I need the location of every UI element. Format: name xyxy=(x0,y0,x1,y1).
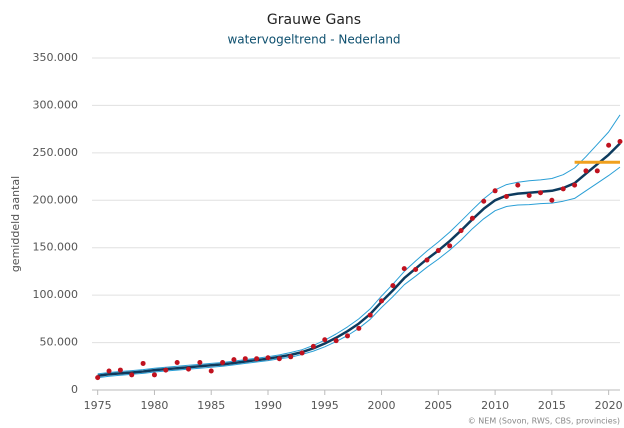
data-point xyxy=(435,248,441,254)
data-point xyxy=(231,357,237,363)
data-point xyxy=(322,337,328,343)
data-point xyxy=(469,215,475,221)
y-tick-label: 350.000 xyxy=(33,51,79,64)
data-point xyxy=(186,366,192,372)
data-point xyxy=(606,142,612,148)
data-point xyxy=(265,355,271,361)
x-tick-label: 1975 xyxy=(84,399,112,412)
data-point xyxy=(458,228,464,234)
data-point xyxy=(447,243,453,249)
x-tick-label: 2005 xyxy=(424,399,452,412)
data-point xyxy=(549,197,555,203)
data-point xyxy=(492,188,498,194)
data-point xyxy=(276,356,282,362)
data-point xyxy=(288,354,294,360)
data-point xyxy=(583,168,589,174)
data-point xyxy=(208,368,214,374)
data-point xyxy=(367,312,373,318)
y-tick-label: 100.000 xyxy=(33,288,79,301)
data-point xyxy=(503,193,509,199)
data-point xyxy=(220,359,226,365)
y-tick-label: 300.000 xyxy=(33,98,79,111)
trend-line xyxy=(97,166,621,379)
data-point xyxy=(242,356,248,362)
y-tick-label: 200.000 xyxy=(33,193,79,206)
data-point xyxy=(151,372,157,378)
data-point xyxy=(413,267,419,273)
x-tick-label: 2010 xyxy=(481,399,509,412)
y-tick-label: 50.000 xyxy=(40,336,79,349)
data-point xyxy=(163,367,169,373)
data-point xyxy=(310,343,316,349)
data-point xyxy=(390,283,396,289)
data-point xyxy=(401,266,407,272)
x-tick-label: 2020 xyxy=(595,399,623,412)
data-point xyxy=(129,372,135,378)
data-point xyxy=(356,325,362,331)
trend-line xyxy=(97,142,621,378)
data-point xyxy=(333,338,339,344)
credit: © NEM (Sovon, RWS, CBS, provincies) xyxy=(468,417,620,426)
y-axis-label: gemiddeld aantal xyxy=(9,176,22,272)
data-point xyxy=(344,333,350,339)
data-point xyxy=(174,359,180,365)
x-tick-label: 1990 xyxy=(254,399,282,412)
y-tick-label: 0 xyxy=(71,383,78,396)
data-point xyxy=(254,356,260,362)
data-point xyxy=(594,168,600,174)
data-point xyxy=(526,193,532,199)
data-point xyxy=(379,298,385,304)
x-tick-label: 2000 xyxy=(368,399,396,412)
data-point xyxy=(197,359,203,365)
x-tick-label: 1985 xyxy=(197,399,225,412)
chart-title: Grauwe Gans xyxy=(267,12,361,28)
data-point xyxy=(140,360,146,366)
data-point xyxy=(481,198,487,204)
chart-subtitle: watervogeltrend - Nederland xyxy=(227,33,400,47)
data-point xyxy=(117,367,123,373)
data-point xyxy=(617,138,623,144)
data-point xyxy=(106,368,112,374)
data-point xyxy=(538,190,544,196)
y-tick-label: 250.000 xyxy=(33,146,79,159)
data-point xyxy=(299,350,305,356)
x-tick-label: 1995 xyxy=(311,399,339,412)
data-point xyxy=(515,182,521,188)
data-point xyxy=(572,182,578,188)
data-point xyxy=(560,186,566,192)
trend-line xyxy=(97,114,621,375)
data-point xyxy=(95,375,101,381)
x-tick-label: 1980 xyxy=(140,399,168,412)
y-tick-label: 150.000 xyxy=(33,241,79,254)
x-tick-label: 2015 xyxy=(538,399,566,412)
data-point xyxy=(424,257,430,263)
